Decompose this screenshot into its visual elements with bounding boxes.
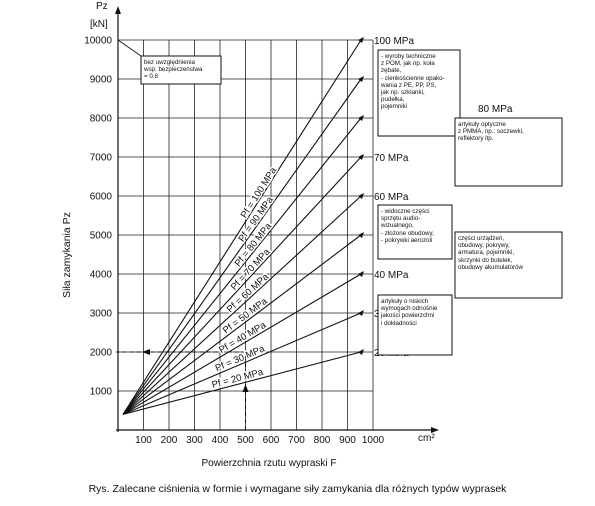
y-tick-label: 2000	[90, 348, 113, 359]
y-tick-label: 9000	[90, 75, 113, 86]
annotation-text-optical: artykuły optyczne z PMMA, np.: soczewki,…	[458, 121, 524, 143]
series-arrow	[358, 310, 364, 316]
annotation-box-housings	[454, 231, 563, 299]
y-axis-unit: [kN]	[90, 19, 108, 30]
x-tick-label: 400	[212, 435, 229, 446]
example-arrow-up	[242, 384, 249, 392]
y-tick-label: 1000	[90, 387, 113, 398]
series-end-label: 80 MPa	[478, 104, 513, 115]
example-arrow-left	[142, 349, 150, 355]
y-axis-arrow	[115, 6, 121, 14]
x-tick-label: 1000	[362, 435, 385, 446]
annotation-text-technical: - wyroby techniczne z POM, jak np. koła …	[381, 53, 445, 111]
x-tick-label: 700	[288, 435, 305, 446]
x-tick-label: 600	[263, 435, 280, 446]
annotation-text-housings: części urządzeń, obudowy, pokrywy, armat…	[458, 235, 524, 271]
series-line	[122, 156, 362, 415]
y-tick-label: 5000	[90, 231, 113, 242]
series-line	[122, 273, 362, 415]
annotation-connector	[117, 39, 142, 57]
series-arrow	[358, 76, 364, 82]
annotation-box-lowreq	[377, 294, 453, 356]
x-tick-label: 500	[237, 435, 254, 446]
series-end-label: 100 MPa	[374, 36, 414, 47]
series-line	[122, 117, 362, 415]
series-line	[122, 39, 362, 415]
series-arrow	[358, 154, 364, 160]
figure-caption: Rys. Zalecane ciśnienia w formie i wymag…	[88, 483, 507, 495]
series-arrow	[358, 349, 364, 355]
series-line	[122, 78, 362, 415]
annotation-boxes	[117, 39, 563, 356]
series-line	[122, 351, 362, 415]
x-tick-label: 200	[161, 435, 178, 446]
annotation-box-visible	[377, 204, 453, 260]
series-end-label: 60 MPa	[374, 192, 409, 203]
series-line	[122, 195, 362, 415]
x-tick-label: 900	[339, 435, 356, 446]
y-axis-title: Pz	[96, 1, 108, 12]
series-end-label: 40 MPa	[374, 270, 409, 281]
y-tick-label: 4000	[90, 270, 113, 281]
x-axis-unit: cm²	[418, 433, 435, 444]
x-tick-label: 300	[186, 435, 203, 446]
chart-svg: 100 200 300 400 500 600 700 800 900 1000 1000 2000 3…	[61, 1, 563, 469]
series-line	[122, 234, 362, 415]
x-tick-label: 100	[135, 435, 152, 446]
x-axis-arrow	[431, 427, 439, 433]
x-axis-label: Powierzchnia rzutu wypraski F	[201, 458, 336, 469]
annotation-box-optical	[454, 117, 563, 187]
y-tick-label: 8000	[90, 114, 113, 125]
series-arrow	[358, 115, 364, 121]
x-tick-label: 800	[314, 435, 331, 446]
series-end-label: 70 MPa	[374, 153, 409, 164]
annotation-text-visible: - widoczne części sprzętu audio- wizualn…	[381, 208, 434, 244]
y-tick-label: 6000	[90, 192, 113, 203]
annotation-box-safety	[140, 55, 222, 85]
series-lines	[116, 37, 364, 430]
y-tick-label: 7000	[90, 153, 113, 164]
series-arrow	[358, 232, 364, 238]
y-axis-label: Siła zamykania Pz	[61, 212, 73, 298]
y-tick-label: 10000	[84, 36, 112, 47]
annotation-box-technical	[377, 49, 461, 137]
y-tick-label: 3000	[90, 309, 113, 320]
series-arrow	[358, 193, 364, 199]
annotation-text-lowreq: artykuły o niskich wymogach odnośnie jak…	[381, 298, 438, 327]
series-arrow	[358, 271, 364, 277]
annotation-text-safety: bez uwzględnienia wsp. bezpieczeństwa = …	[144, 59, 203, 81]
axes	[115, 6, 439, 433]
series-line	[122, 312, 362, 415]
series-arrow	[358, 37, 364, 43]
